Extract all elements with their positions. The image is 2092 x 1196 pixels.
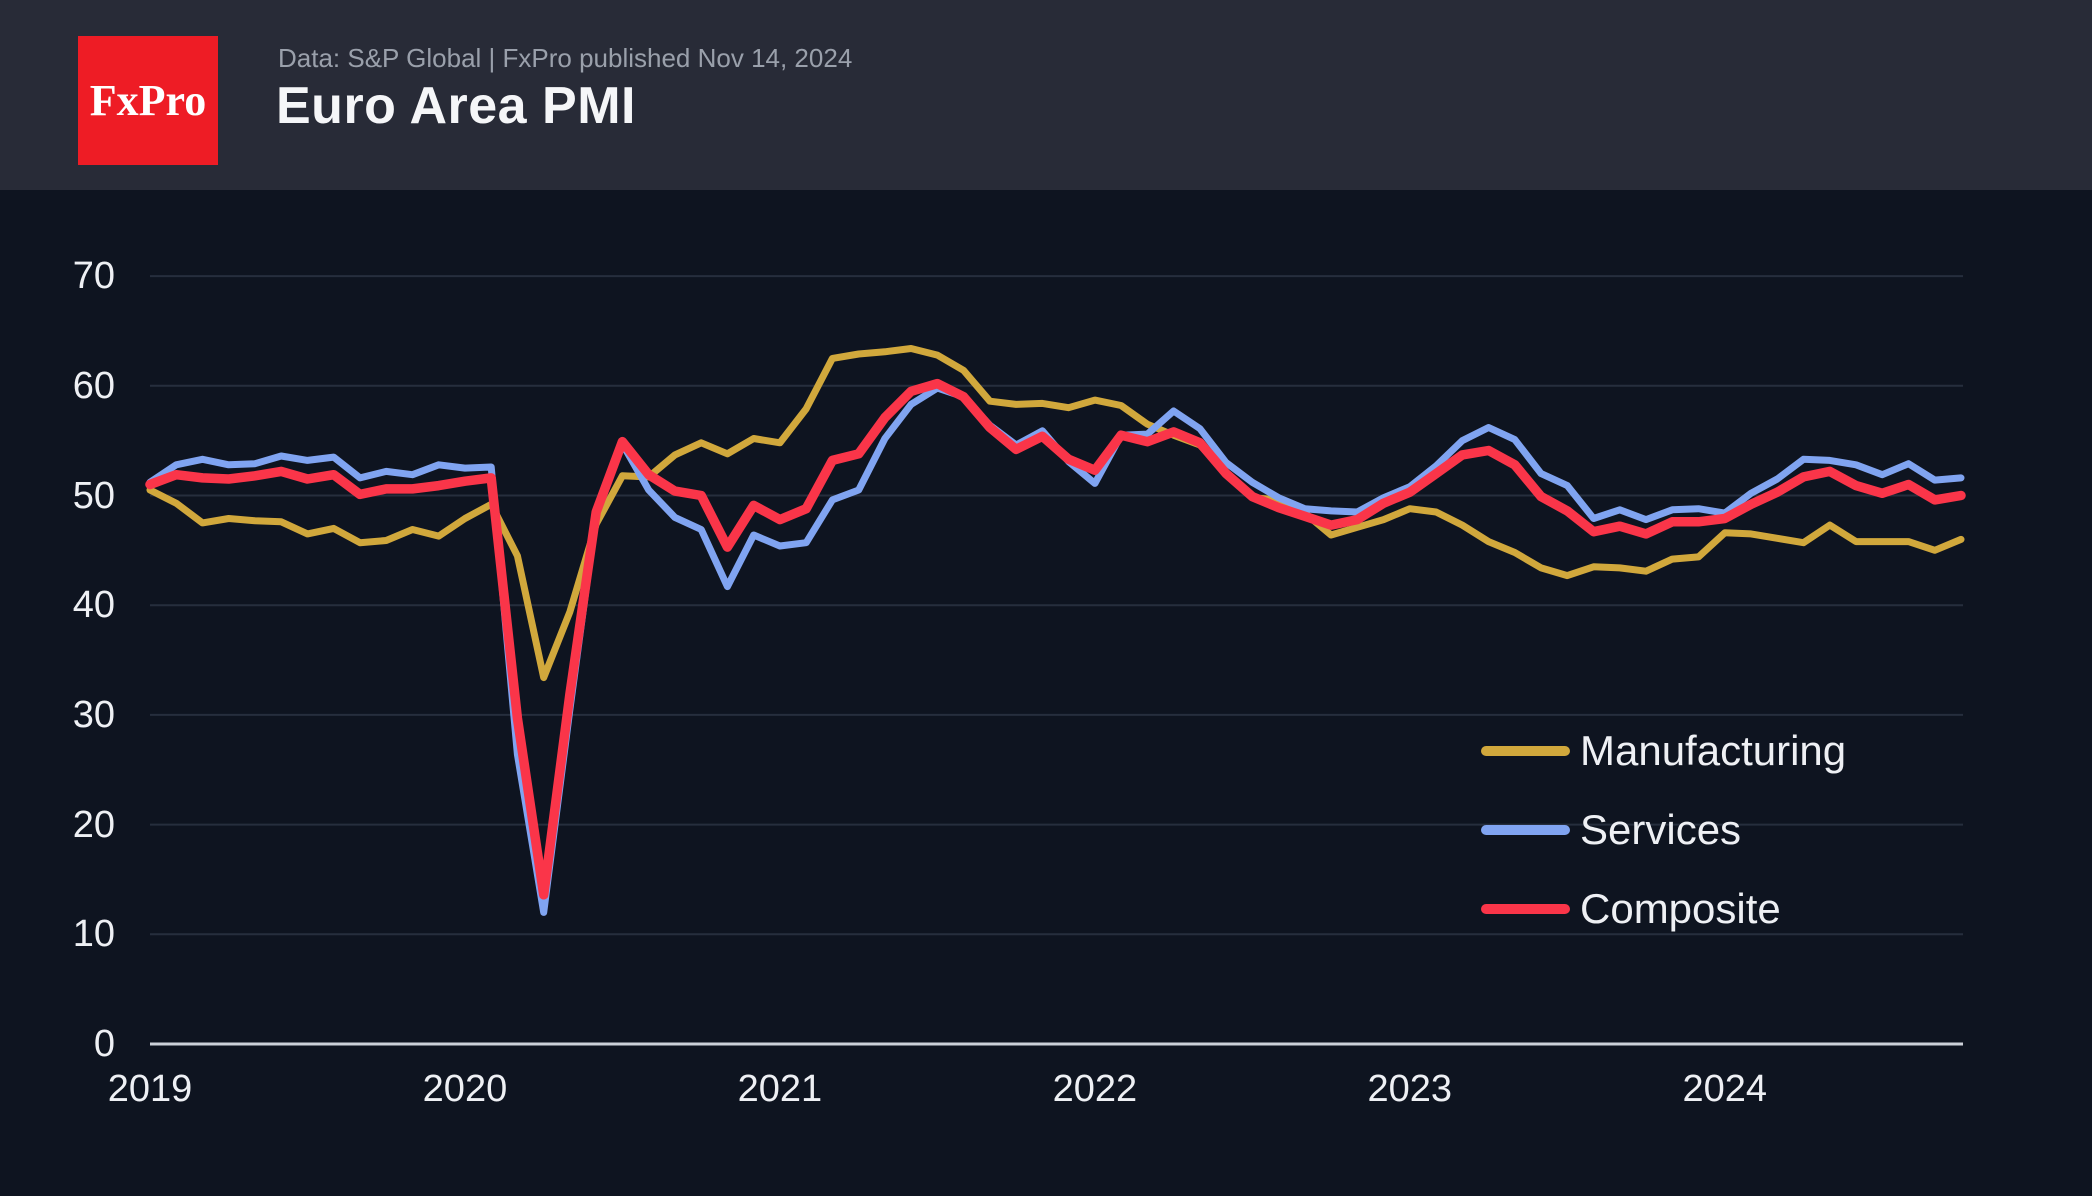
x-tick-label-2022: 2022 xyxy=(1052,1068,1138,1110)
legend: Manufacturing Services Composite xyxy=(1481,722,1846,959)
y-tick-label-20: 20 xyxy=(72,803,115,846)
x-tick-label-2024: 2024 xyxy=(1682,1068,1768,1110)
x-tick-label-2021: 2021 xyxy=(737,1068,823,1110)
series-lines xyxy=(145,345,1966,916)
y-tick-label-70: 70 xyxy=(72,255,115,298)
series-line-composite xyxy=(145,378,1966,900)
y-tick-label-50: 50 xyxy=(72,474,115,517)
y-tick-label-0: 0 xyxy=(93,1023,115,1065)
fxpro-logo: FxPro xyxy=(78,36,218,165)
series-line-manufacturing xyxy=(146,345,1965,682)
y-tick-label-60: 60 xyxy=(72,364,115,407)
legend-item-composite: Composite xyxy=(1481,880,1846,937)
gridlines xyxy=(150,275,1963,1046)
legend-item-manufacturing: Manufacturing xyxy=(1481,722,1846,779)
legend-label-composite: Composite xyxy=(1580,884,1781,932)
x-tick-label-2020: 2020 xyxy=(422,1068,508,1110)
chart-source-subtitle: Data: S&P Global | FxPro published Nov 1… xyxy=(278,43,853,73)
legend-label-manufacturing: Manufacturing xyxy=(1580,726,1847,774)
y-tick-label-30: 30 xyxy=(72,693,115,736)
x-tick-label-2023: 2023 xyxy=(1367,1068,1453,1110)
manufacturing-line-swatch xyxy=(1481,745,1570,756)
fxpro-logo-text: FxPro xyxy=(89,76,207,125)
x-tick-label-2019: 2019 xyxy=(107,1068,193,1110)
legend-label-services: Services xyxy=(1580,805,1742,853)
y-tick-label-40: 40 xyxy=(72,584,115,627)
y-tick-label-10: 10 xyxy=(72,913,115,956)
composite-line-swatch xyxy=(1481,903,1570,914)
header-bar: FxPro Data: S&P Global | FxPro published… xyxy=(0,0,2092,190)
page-title: Euro Area PMI xyxy=(276,77,636,135)
services-line-swatch xyxy=(1481,824,1570,835)
legend-item-services: Services xyxy=(1481,801,1846,858)
